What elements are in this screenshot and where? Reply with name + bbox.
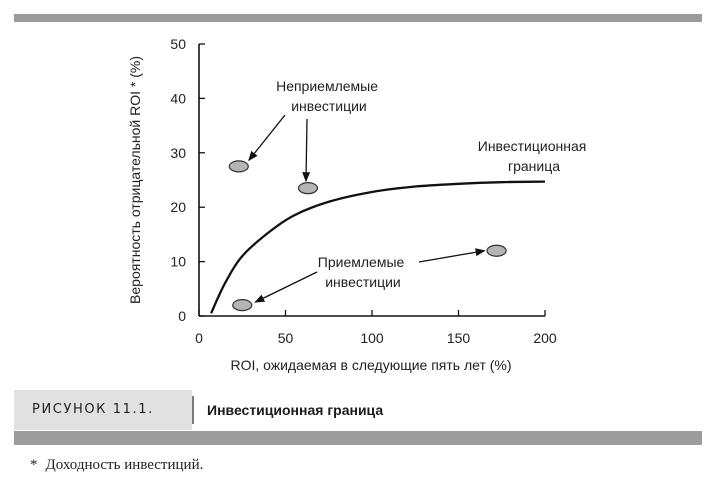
investment-frontier-curve [210, 180, 546, 314]
bottom-rule [14, 431, 702, 445]
y-tick-label: 30 [170, 145, 186, 161]
y-tick-label: 0 [178, 308, 186, 324]
arrow-acceptable-1 [254, 271, 318, 303]
footnote: * Доходность инвестиций. [30, 457, 211, 474]
y-axis-label: Вероятность отрицательной ROI * (%) [127, 56, 143, 304]
y-tick-label: 50 [170, 36, 186, 52]
annotation-arrows [248, 114, 486, 303]
annotation-frontier: Инвестиционная граница [478, 138, 590, 174]
top-rule [14, 14, 702, 22]
annotation-frontier-line1: Инвестиционная [478, 138, 587, 154]
arrow-acceptable-2 [418, 248, 486, 263]
x-tick-label: 100 [360, 330, 384, 346]
footnote-text: Доходность инвестиций. [45, 457, 204, 473]
figure-caption: РИСУНОК 11.1. Инвестиционная граница [14, 390, 702, 430]
annotation-unacceptable-line2: инвестиции [291, 98, 367, 114]
figure-title: Инвестиционная граница [207, 402, 384, 418]
caption-divider [192, 396, 194, 424]
annotation-acceptable-line2: инвестиции [325, 274, 401, 290]
x-tick-label: 150 [447, 330, 471, 346]
points [228, 160, 507, 312]
data-point-series1-0 [232, 299, 253, 312]
footnote-marker: * [30, 457, 38, 473]
arrow-unacceptable-1 [248, 114, 286, 162]
x-tick-label: 200 [533, 330, 557, 346]
arrow-unacceptable-2 [302, 118, 311, 183]
y-tick-label: 10 [170, 254, 186, 270]
x-axis-label: ROI, ожидаемая в следующие пять лет (%) [230, 357, 511, 373]
figure-number: РИСУНОК 11.1. [14, 390, 192, 430]
frontier-curve-layer [210, 180, 546, 314]
data-point-series1-1 [486, 244, 507, 257]
x-tick-label: 0 [195, 330, 203, 346]
annotation-unacceptable-line1: Неприемлемые [276, 78, 378, 94]
annotation-unacceptable: Неприемлемые инвестиции [276, 78, 382, 114]
data-point-series0-1 [297, 182, 319, 195]
y-tick-label: 40 [170, 90, 186, 106]
ticks: 0 50 100 150 200 0 10 20 30 40 50 [170, 36, 556, 346]
annotation-acceptable: Приемлемые инвестиции [318, 254, 408, 290]
investment-frontier-chart: 0 50 100 150 200 0 10 20 30 40 50 ROI, ожидаемая в… [127, 36, 590, 373]
annotation-acceptable-line1: Приемлемые [318, 254, 405, 270]
x-tick-label: 50 [278, 330, 294, 346]
annotation-frontier-line2: граница [508, 158, 560, 174]
data-point-series0-0 [228, 160, 249, 173]
y-tick-label: 20 [170, 199, 186, 215]
